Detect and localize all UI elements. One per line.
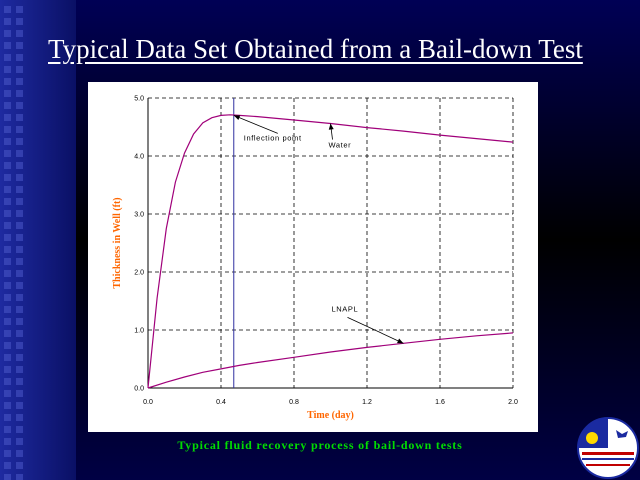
annotation-arrowhead <box>233 115 241 120</box>
y-tick-label: 3.0 <box>134 212 144 219</box>
annotation-label: LNAPL <box>332 304 359 313</box>
annotation-arrow-line <box>233 115 278 134</box>
plot-panel <box>88 82 538 432</box>
y-tick-label: 2.0 <box>134 270 144 277</box>
x-tick-label: 0.8 <box>289 399 299 406</box>
series-line-water <box>147 114 514 389</box>
y-tick-label: 0.0 <box>134 386 144 393</box>
x-tick-label: 0.4 <box>216 399 226 406</box>
x-tick-label: 1.2 <box>362 399 372 406</box>
annotation-arrowhead <box>328 123 334 130</box>
series-line-lnapl <box>147 332 514 389</box>
x-tick-label: 1.6 <box>435 399 445 406</box>
slide-caption: Typical fluid recovery process of bail-d… <box>177 438 463 452</box>
logo-icon <box>577 417 639 479</box>
annotation-arrowhead <box>397 338 404 344</box>
y-axis-label: Thickness in Well (ft) <box>112 197 123 288</box>
x-axis-label: Time (day) <box>307 410 354 421</box>
y-tick-label: 1.0 <box>134 328 144 335</box>
annotation-label: Water <box>329 141 352 150</box>
y-tick-label: 5.0 <box>134 96 144 103</box>
y-tick-label: 4.0 <box>134 154 144 161</box>
x-tick-label: 2.0 <box>508 399 518 406</box>
x-tick-label: 0.0 <box>143 399 153 406</box>
annotation-arrow-line <box>347 316 404 344</box>
annotation-label: Inflection point <box>244 133 302 142</box>
slide-title: Typical Data Set Obtained from a Bail-do… <box>48 34 583 64</box>
